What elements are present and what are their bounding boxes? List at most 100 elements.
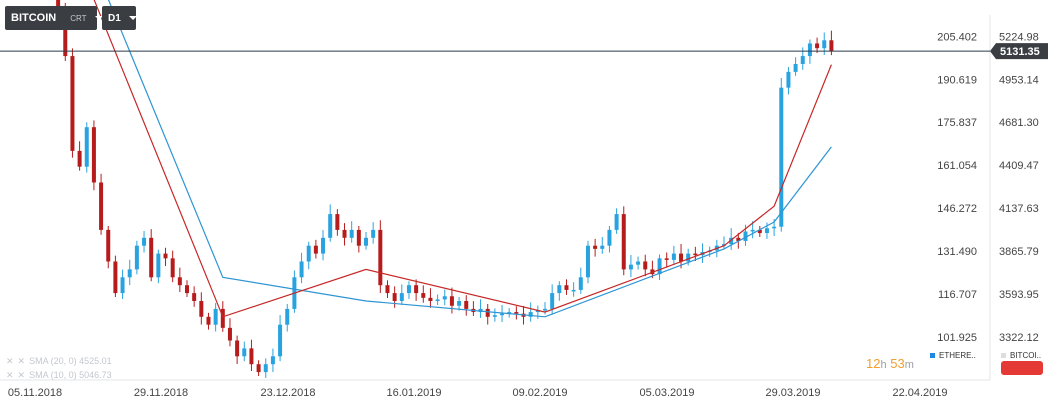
left-tick-label: 205.402 xyxy=(937,31,977,43)
sma-10-line xyxy=(93,0,832,318)
candle-up xyxy=(285,308,290,325)
candle-up xyxy=(270,356,275,365)
right-tick-label: 3593.95 xyxy=(999,289,1039,301)
candle-down xyxy=(170,258,175,278)
left-tick-label: 101.925 xyxy=(937,332,977,344)
close-icon[interactable]: ✕ xyxy=(6,370,14,380)
indicator-label: SMA (20, 0) xyxy=(29,356,77,366)
candle-up xyxy=(722,244,726,246)
remove-compare-button[interactable] xyxy=(1001,361,1043,375)
x-tick-label: 29.03.2019 xyxy=(765,387,820,399)
candle-down xyxy=(514,312,519,314)
candle-up xyxy=(321,237,326,254)
candle-down xyxy=(227,327,232,341)
left-tick-label: 146.272 xyxy=(937,203,977,215)
indicator-sma-10[interactable]: ✕ ✕ SMA (10, 0) 5046.73 xyxy=(6,370,112,381)
candle-up xyxy=(528,312,533,317)
legend-ethereum[interactable]: ETHERE.. xyxy=(930,351,976,360)
indicator-value: 4525.01 xyxy=(79,356,112,366)
right-tick-label: 4681.30 xyxy=(999,117,1039,129)
edit-icon[interactable]: ✕ xyxy=(17,370,26,380)
candle-down xyxy=(177,277,182,286)
candle-down xyxy=(91,127,96,183)
symbol-type: CRT xyxy=(70,13,87,23)
candle-up xyxy=(328,214,333,238)
candle-down xyxy=(829,40,834,52)
candle-down xyxy=(449,296,454,306)
candle-down xyxy=(378,229,383,286)
candle-down xyxy=(564,285,569,290)
symbol-selector[interactable]: BITCOIN CRT xyxy=(5,6,103,30)
candle-up xyxy=(729,237,734,245)
candle-up xyxy=(550,293,555,309)
candle-down xyxy=(56,0,61,9)
candle-up xyxy=(127,269,132,278)
legend-bitcoin[interactable]: BITCOI.. xyxy=(1001,351,1041,360)
candle-down xyxy=(163,253,168,259)
candle-down xyxy=(815,43,820,49)
candle-up xyxy=(156,253,161,278)
x-tick-label: 23.12.2018 xyxy=(260,387,315,399)
candle-down xyxy=(593,245,598,249)
legend-label: ETHERE.. xyxy=(939,351,976,360)
candle-up xyxy=(543,308,547,311)
candle-up xyxy=(793,63,798,72)
candle-down xyxy=(693,253,698,256)
candle-up xyxy=(442,296,447,300)
candle-down xyxy=(106,229,111,262)
candle-up xyxy=(578,277,583,290)
close-icon[interactable]: ✕ xyxy=(6,356,14,366)
candle-up xyxy=(478,308,483,313)
candle-up xyxy=(457,300,462,306)
candle-up xyxy=(500,313,505,316)
candle-down xyxy=(664,258,669,260)
candle-up xyxy=(686,253,691,262)
x-tick-label: 05.03.2019 xyxy=(639,387,694,399)
candle-down xyxy=(392,293,397,301)
candle-down xyxy=(485,308,490,317)
indicator-sma-20[interactable]: ✕ ✕ SMA (20, 0) 4525.01 xyxy=(6,356,112,367)
candle-up xyxy=(535,310,540,313)
candle-up xyxy=(299,261,304,278)
candle-up xyxy=(600,245,605,249)
sma-lines xyxy=(93,0,832,318)
candle-up xyxy=(671,253,676,260)
candle-up xyxy=(571,289,576,292)
candle-down xyxy=(736,237,741,241)
right-tick-label: 3322.12 xyxy=(999,332,1039,344)
candles xyxy=(56,0,834,378)
left-tick-label: 116.707 xyxy=(938,289,977,301)
left-price-axis: 205.402 190.619 175.837 161.054 146.272 131.4… xyxy=(937,31,977,344)
edit-icon[interactable]: ✕ xyxy=(17,356,26,366)
legend-swatch xyxy=(930,353,935,358)
candle-up xyxy=(349,229,354,238)
candle-up xyxy=(557,285,562,294)
timeframe-label: D1 xyxy=(108,12,121,24)
candle-down xyxy=(643,261,648,270)
candle-down xyxy=(356,229,361,246)
x-tick-label: 16.01.2019 xyxy=(386,387,441,399)
right-tick-label: 4953.14 xyxy=(999,74,1039,86)
candle-up xyxy=(779,87,784,227)
candle-down xyxy=(313,245,318,254)
symbol-name: BITCOIN xyxy=(11,12,57,24)
candle-up xyxy=(585,245,590,278)
candle-timer: 12h 53m xyxy=(866,356,914,371)
candle-up xyxy=(399,293,404,301)
candle-down xyxy=(335,214,340,230)
candle-down xyxy=(621,214,626,270)
x-tick-label: 05.11.2018 xyxy=(8,387,62,399)
timer-hours-unit: h xyxy=(880,359,887,371)
candle-up xyxy=(364,237,368,246)
candle-down xyxy=(342,229,347,238)
candle-up xyxy=(750,229,755,232)
candle-up xyxy=(772,226,777,229)
candle-up xyxy=(134,245,139,270)
price-tag-bg xyxy=(990,43,1048,60)
left-tick-label: 190.619 xyxy=(937,74,977,86)
candle-down xyxy=(63,8,68,57)
candle-up xyxy=(263,364,268,373)
timer-hours: 12 xyxy=(866,356,881,371)
timeframe-selector[interactable]: D1 xyxy=(102,6,137,30)
